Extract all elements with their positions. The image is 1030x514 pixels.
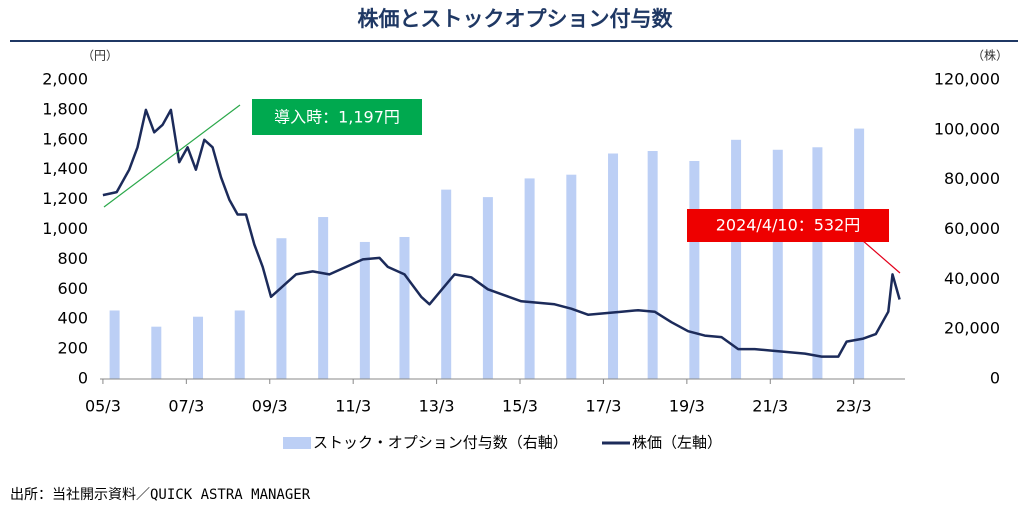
y-tick-label: 0 [78, 369, 88, 388]
bar [566, 174, 577, 379]
y2-tick-label: 0 [990, 369, 1000, 388]
bar [854, 128, 865, 379]
bar [359, 241, 370, 379]
y-tick-label: 200 [57, 339, 88, 358]
bar [276, 238, 287, 379]
y2-tick-label: 20,000 [944, 319, 1000, 338]
legend-swatch [283, 437, 311, 449]
y-tick-label: 1,000 [42, 219, 88, 238]
y-tick-label: 1,400 [42, 159, 88, 178]
bar [647, 151, 658, 379]
bar [318, 217, 329, 379]
source: 出所：当社開示資料／QUICK ASTRA MANAGER [10, 487, 311, 503]
chart-title: 株価とストックオプション付与数 [358, 7, 674, 31]
x-tick-label: 21/3 [752, 397, 788, 416]
bar [109, 310, 120, 379]
bar [608, 153, 619, 379]
x-tick-label: 09/3 [252, 397, 288, 416]
y-tick-label: 400 [57, 309, 88, 328]
legend-label: 株価（左軸） [632, 434, 722, 452]
bar [234, 310, 245, 379]
y-tick-label: 1,600 [42, 129, 88, 148]
legend-label: ストック・オプション付与数（右軸） [313, 434, 568, 452]
annotation-text: 導入時：1,197円 [274, 108, 400, 127]
x-tick-label: 11/3 [335, 397, 371, 416]
x-tick-label: 15/3 [502, 397, 538, 416]
bar [812, 147, 823, 379]
x-tick-label: 05/3 [85, 397, 121, 416]
x-tick-label: 23/3 [836, 397, 872, 416]
y2-unit: （株） [972, 48, 1008, 63]
x-tick-label: 17/3 [585, 397, 621, 416]
bar [731, 139, 742, 379]
y-tick-label: 600 [57, 279, 88, 298]
y-tick-label: 1,200 [42, 189, 88, 208]
bar [524, 178, 535, 379]
x-tick-label: 07/3 [168, 397, 204, 416]
y2-tick-label: 100,000 [934, 119, 1000, 138]
y2-tick-label: 80,000 [944, 169, 1000, 188]
annotation-leader [861, 239, 901, 274]
bar [689, 160, 700, 379]
x-tick-label: 19/3 [669, 397, 705, 416]
x-tick-label: 13/3 [419, 397, 455, 416]
y-tick-label: 800 [57, 249, 88, 268]
y-unit: （円） [82, 49, 118, 63]
bar [193, 316, 204, 379]
price-line [102, 108, 901, 358]
annotation-leader [103, 104, 241, 208]
bar [151, 326, 162, 379]
y-tick-label: 1,800 [42, 99, 88, 118]
annotation-box [687, 209, 889, 242]
bar [772, 149, 783, 379]
bar [399, 236, 410, 379]
annotation-text: 2024/4/10：532円 [716, 216, 861, 235]
y2-tick-label: 40,000 [944, 269, 1000, 288]
y2-tick-label: 120,000 [934, 70, 1000, 89]
annotation-box [252, 99, 422, 135]
y2-tick-label: 60,000 [944, 219, 1000, 238]
y-tick-label: 2,000 [42, 70, 88, 89]
